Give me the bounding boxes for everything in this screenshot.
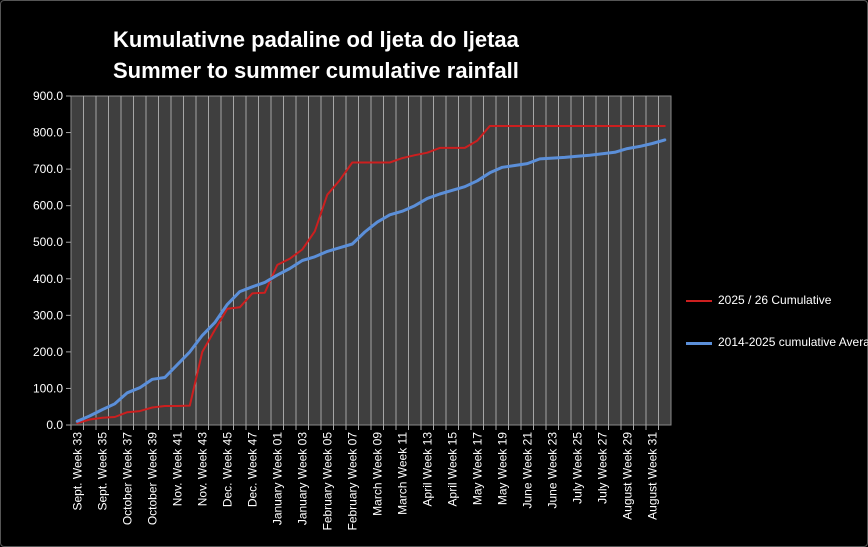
x-tick-label: January Week 01 <box>270 432 284 525</box>
x-tick-label: April Week 15 <box>445 432 459 507</box>
y-tick-label: 200.0 <box>33 345 63 359</box>
x-tick-label: February Week 05 <box>320 432 334 531</box>
x-tick-label: October Week 39 <box>145 432 159 525</box>
y-tick-label: 300.0 <box>33 308 63 322</box>
y-tick-label: 100.0 <box>33 381 63 395</box>
y-tick-label: 800.0 <box>33 126 63 140</box>
y-tick-label: 700.0 <box>33 162 63 176</box>
x-tick-label: July Week 25 <box>570 432 584 504</box>
x-tick-label: August Week 31 <box>645 432 659 520</box>
x-tick-label: June Week 23 <box>545 432 559 509</box>
series-line-current-season <box>76 125 666 425</box>
y-tick-label: 600.0 <box>33 199 63 213</box>
x-tick-label: October Week 37 <box>120 432 134 525</box>
y-tick-label: 400.0 <box>33 272 63 286</box>
x-tick-label: July Week 27 <box>595 432 609 504</box>
series-line-average <box>75 138 667 423</box>
x-tick-label: Nov. Week 43 <box>195 432 209 507</box>
chart-subtitle: Summer to summer cumulative rainfall <box>113 58 519 83</box>
x-tick-label: May Week 17 <box>470 432 484 505</box>
legend-swatch-current-season <box>686 300 712 302</box>
x-tick-label: Dec. Week 47 <box>245 432 259 507</box>
legend-label-average: 2014-2025 cumulative Average <box>718 335 868 349</box>
x-tick-label: Nov. Week 41 <box>170 432 184 507</box>
x-tick-label: June Week 21 <box>520 432 534 509</box>
x-tick-label: February Week 07 <box>345 432 359 531</box>
x-tick-label: Sept. Week 35 <box>95 432 109 511</box>
legend-swatch-average <box>686 342 712 345</box>
y-tick-label: 500.0 <box>33 235 63 249</box>
legend-label-current-season: 2025 / 26 Cumulative <box>718 293 832 307</box>
y-tick-label: 0.0 <box>46 418 63 432</box>
x-tick-label: April Week 13 <box>420 432 434 507</box>
x-tick-label: January Week 03 <box>295 432 309 525</box>
x-tick-label: Sept. Week 33 <box>70 432 84 511</box>
x-tick-label: Dec. Week 45 <box>220 432 234 507</box>
x-tick-label: May Week 19 <box>495 432 509 505</box>
x-tick-label: August Week 29 <box>620 432 634 520</box>
x-tick-label: March Week 09 <box>370 432 384 516</box>
x-tick-label: March Week 11 <box>395 432 409 515</box>
y-tick-label: 900.0 <box>33 89 63 103</box>
chart-title: Kumulativne padaline od ljeta do ljetaa <box>113 27 519 52</box>
